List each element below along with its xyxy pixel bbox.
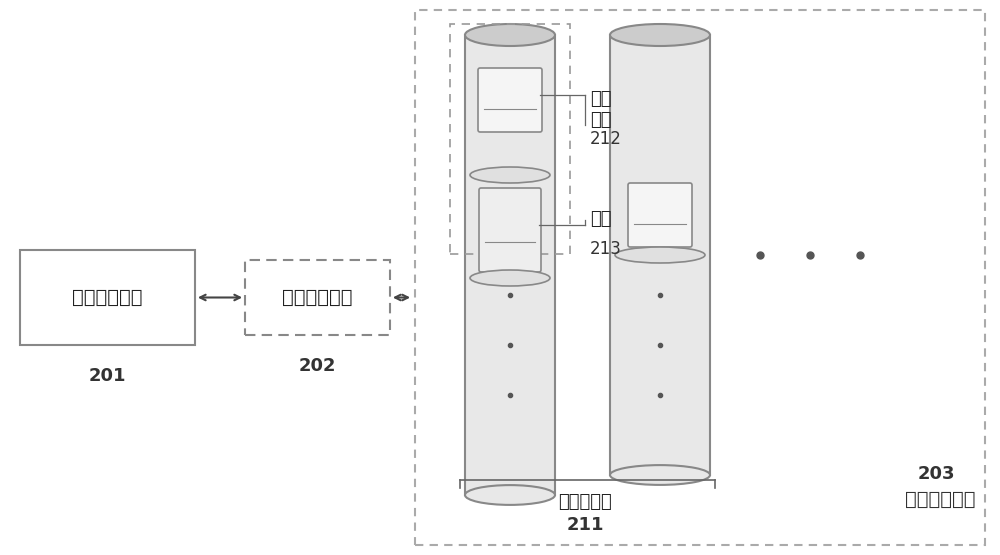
Ellipse shape (470, 167, 550, 183)
Text: 滑轨: 滑轨 (590, 210, 612, 228)
Text: 模拟试验场地: 模拟试验场地 (904, 490, 975, 509)
FancyBboxPatch shape (478, 68, 542, 132)
Text: 表计支撑杆: 表计支撑杆 (558, 493, 612, 511)
Text: 213: 213 (590, 240, 622, 258)
Text: 模拟
表计: 模拟 表计 (590, 90, 612, 129)
Text: 203: 203 (918, 465, 955, 483)
FancyBboxPatch shape (20, 250, 195, 345)
FancyBboxPatch shape (628, 183, 692, 247)
FancyBboxPatch shape (479, 188, 541, 272)
Text: 202: 202 (299, 357, 336, 375)
Ellipse shape (465, 485, 555, 505)
Ellipse shape (465, 24, 555, 46)
Ellipse shape (615, 247, 705, 263)
FancyBboxPatch shape (610, 35, 710, 475)
Text: 212: 212 (590, 130, 622, 148)
Ellipse shape (470, 270, 550, 286)
FancyBboxPatch shape (245, 260, 390, 335)
Text: 表计控制平台: 表计控制平台 (72, 288, 143, 307)
Text: 201: 201 (89, 367, 126, 385)
Ellipse shape (610, 465, 710, 485)
Ellipse shape (610, 24, 710, 46)
Text: 211: 211 (566, 516, 604, 534)
Text: 无线通信模块: 无线通信模块 (282, 288, 353, 307)
FancyBboxPatch shape (465, 35, 555, 495)
